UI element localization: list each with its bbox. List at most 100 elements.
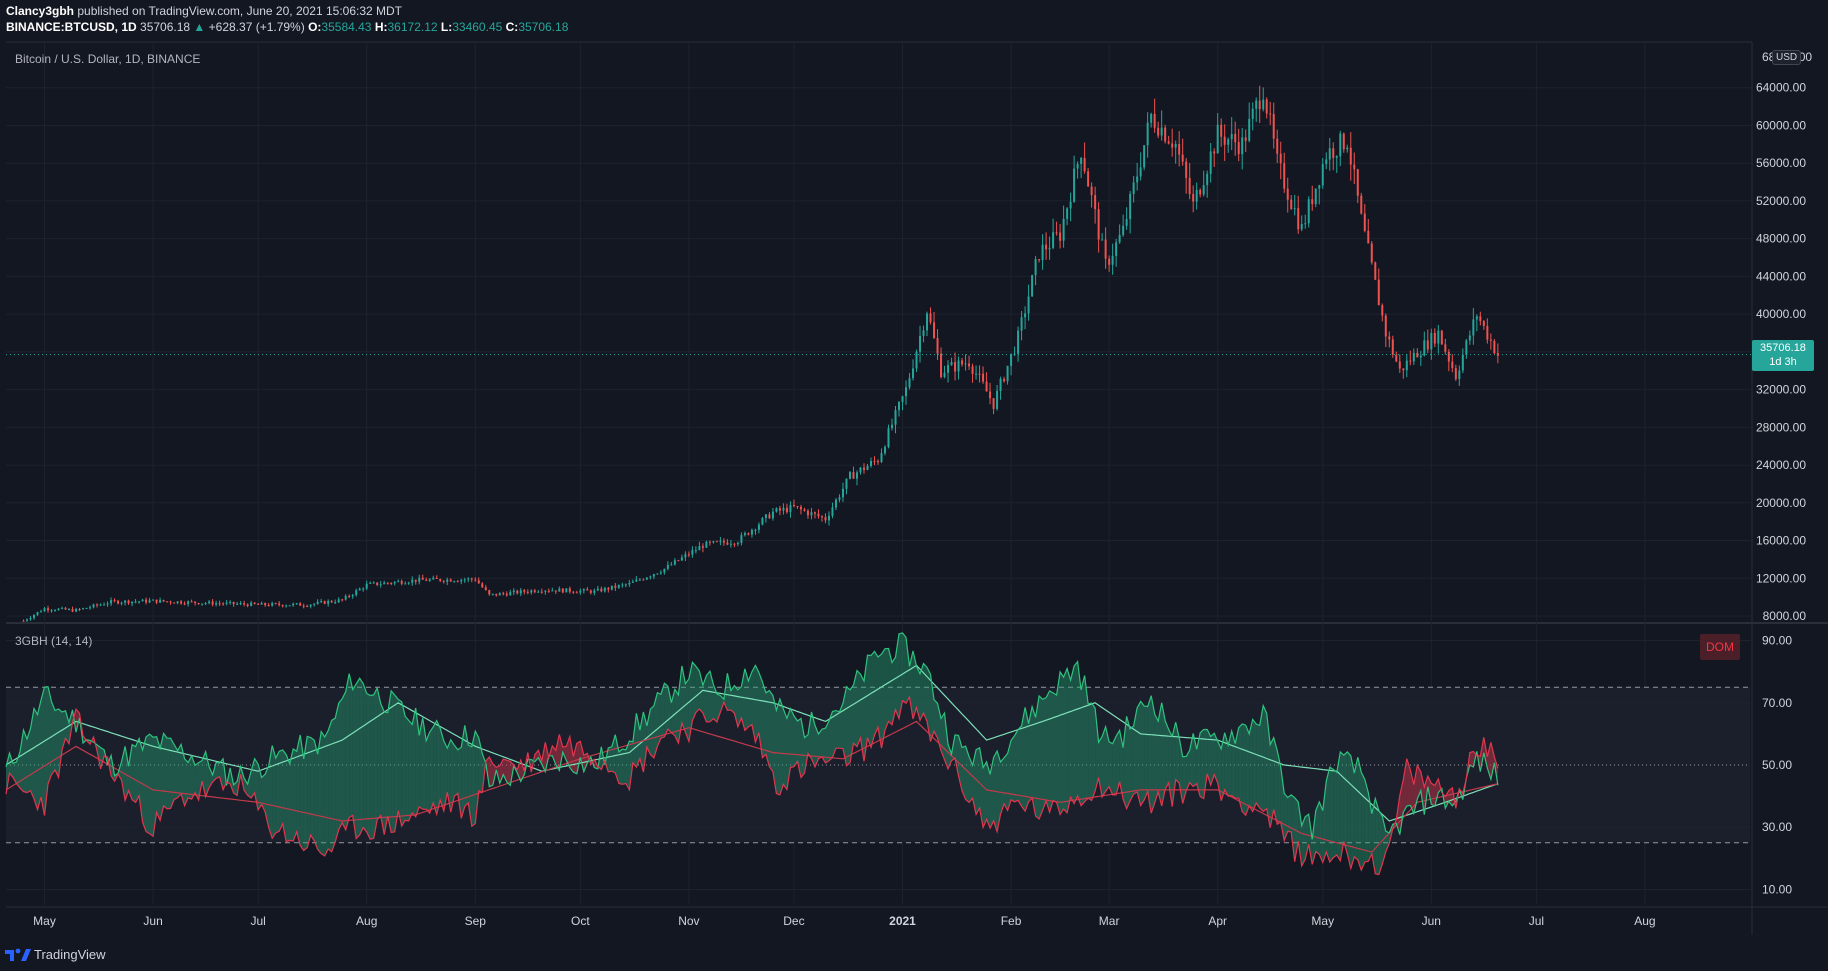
symbol-name[interactable]: BINANCE:BTCUSD, 1D bbox=[6, 20, 137, 34]
candle-body bbox=[330, 601, 333, 603]
candle-body bbox=[954, 362, 957, 372]
bull-fill bbox=[1046, 690, 1050, 813]
candle-body bbox=[491, 593, 494, 595]
currency-badge[interactable]: USD bbox=[1772, 50, 1802, 65]
bear-fill bbox=[1469, 751, 1474, 767]
bull-fill bbox=[779, 698, 784, 795]
bull-fill bbox=[1084, 675, 1089, 802]
candle-body bbox=[841, 488, 844, 498]
bull-fill bbox=[1277, 750, 1281, 825]
chart-canvas[interactable]: May Jun Jul Aug Sep Oct Nov Dec 2021 Feb Mar Apr May… bbox=[0, 0, 1828, 939]
bull-fill bbox=[878, 654, 882, 749]
candle-body bbox=[820, 516, 823, 518]
candle-body bbox=[1167, 141, 1170, 144]
bull-fill bbox=[1371, 798, 1376, 874]
bull-fill bbox=[1315, 801, 1320, 855]
candle-body bbox=[810, 512, 813, 516]
candle-body bbox=[799, 506, 802, 510]
bull-fill bbox=[1221, 732, 1225, 801]
candle-body bbox=[463, 579, 466, 581]
candle-body bbox=[1164, 127, 1167, 142]
candle-body bbox=[806, 510, 809, 516]
candle-body bbox=[516, 590, 519, 594]
bull-fill bbox=[825, 720, 829, 763]
bull-fill bbox=[955, 734, 959, 776]
footer-brand[interactable]: TradingView bbox=[34, 947, 106, 962]
bull-fill bbox=[1238, 723, 1243, 812]
bull-fill bbox=[1235, 727, 1239, 799]
candle-body bbox=[50, 610, 53, 612]
candle-body bbox=[1206, 173, 1209, 186]
bull-fill bbox=[275, 751, 280, 833]
candle-body bbox=[621, 584, 624, 586]
candle-body bbox=[971, 366, 974, 374]
candle-body bbox=[523, 590, 526, 592]
bull-fill bbox=[1347, 751, 1351, 869]
price-tick-label: 64000.00 bbox=[1756, 81, 1806, 95]
author-name[interactable]: Clancy3gbh bbox=[6, 4, 75, 18]
candle-body bbox=[978, 373, 981, 375]
bear-fill bbox=[1417, 765, 1421, 800]
bull-fill bbox=[885, 648, 889, 731]
candle-body bbox=[176, 601, 179, 604]
candle-body bbox=[320, 601, 323, 603]
bull-fill bbox=[303, 736, 308, 851]
tradingview-logo-icon[interactable] bbox=[5, 946, 33, 962]
candle-body bbox=[642, 579, 645, 581]
candle-body bbox=[327, 601, 330, 604]
candle-body bbox=[778, 508, 781, 511]
candle-body bbox=[68, 608, 71, 610]
bull-fill bbox=[1105, 726, 1110, 792]
candle-body bbox=[124, 600, 127, 603]
indicator-title[interactable]: 3GBH (14, 14) bbox=[15, 634, 93, 648]
candle-body bbox=[1332, 148, 1335, 158]
candle-body bbox=[232, 601, 235, 605]
candle-body bbox=[229, 601, 232, 603]
bull-fill bbox=[345, 673, 350, 830]
candle-body bbox=[309, 604, 312, 607]
candle-body bbox=[645, 577, 648, 580]
candle-body bbox=[155, 599, 158, 603]
bull-fill bbox=[807, 711, 812, 759]
candle-body bbox=[1234, 133, 1237, 143]
bull-fill bbox=[156, 736, 161, 821]
bull-fill bbox=[1161, 702, 1166, 807]
bear-fill bbox=[1452, 787, 1456, 809]
bear-fill bbox=[1490, 742, 1495, 780]
bull-fill bbox=[751, 665, 756, 743]
bull-fill bbox=[1070, 665, 1075, 804]
candle-body bbox=[260, 603, 263, 605]
bull-fill bbox=[265, 765, 269, 828]
bull-fill bbox=[436, 720, 441, 815]
bull-fill bbox=[615, 734, 619, 784]
candle-body bbox=[390, 583, 393, 585]
candle-body bbox=[649, 576, 652, 578]
bull-fill bbox=[149, 734, 154, 837]
bull-fill bbox=[1298, 801, 1302, 867]
x-tick-label: Mar bbox=[1099, 914, 1120, 928]
candle-body bbox=[54, 610, 57, 612]
candle-body bbox=[1286, 188, 1289, 200]
price-tick-label: 28000.00 bbox=[1756, 420, 1806, 434]
candle-body bbox=[614, 585, 617, 588]
bull-fill bbox=[457, 747, 462, 819]
candle-body bbox=[1108, 258, 1111, 265]
bull-fill bbox=[657, 692, 661, 747]
candle-body bbox=[43, 608, 46, 612]
x-tick-label: Jun bbox=[143, 914, 162, 928]
candle-body bbox=[369, 582, 372, 584]
bull-fill bbox=[646, 709, 651, 755]
bull-fill bbox=[30, 708, 35, 799]
candle-body bbox=[933, 322, 936, 338]
candle-body bbox=[1311, 199, 1314, 205]
bull-fill bbox=[828, 711, 833, 761]
candle-body bbox=[1276, 138, 1279, 154]
bull-fill bbox=[856, 670, 861, 747]
price-tick-label: 40000.00 bbox=[1756, 307, 1806, 321]
candle-body bbox=[764, 514, 767, 519]
bull-fill bbox=[1130, 725, 1134, 801]
candle-body bbox=[1433, 332, 1436, 344]
candle-body bbox=[1409, 360, 1412, 362]
candle-body bbox=[670, 564, 673, 566]
candle-body bbox=[183, 603, 186, 605]
